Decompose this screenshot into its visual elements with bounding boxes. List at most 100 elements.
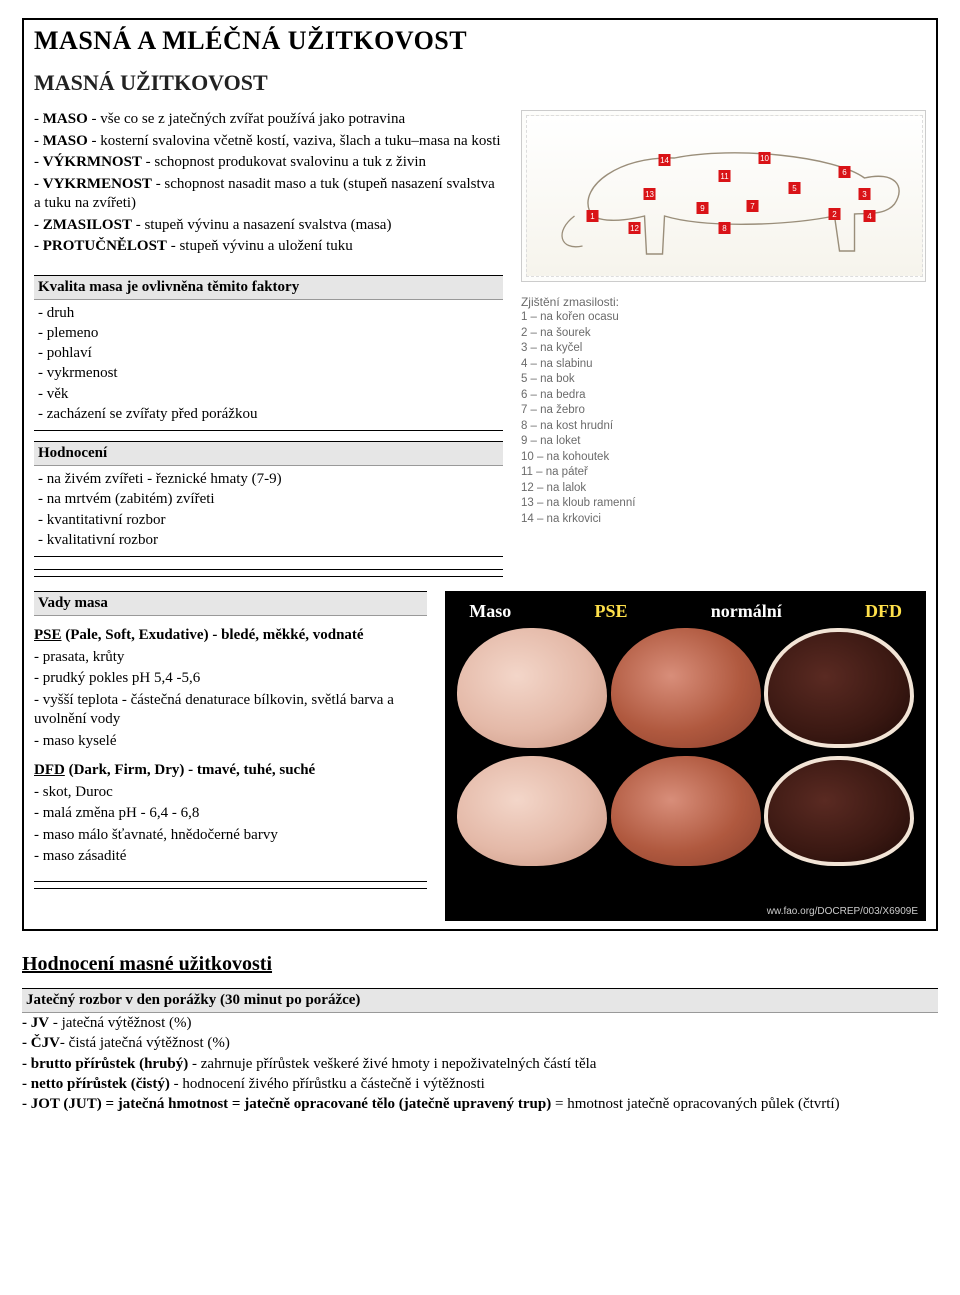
pse-line: - maso kyselé xyxy=(34,732,427,752)
meat-row-top xyxy=(445,628,926,748)
meat-row-bottom xyxy=(445,756,926,866)
rozbor-line: - brutto přírůstek (hrubý) - zahrnuje př… xyxy=(22,1054,938,1074)
meat-label-pse: PSE xyxy=(595,601,628,622)
kvalita-box: Kvalita masa je ovlivněna těmito faktory… xyxy=(34,275,503,432)
definition-line: - VYKRMENOST - schopnost nasadit maso a … xyxy=(34,175,503,214)
svg-text:2: 2 xyxy=(832,210,837,219)
cow-legend: Zjištění zmasilosti: 1 – na kořen ocasu2… xyxy=(521,294,926,527)
cow-legend-line: 14 – na krkovici xyxy=(521,512,926,528)
svg-text:3: 3 xyxy=(862,190,867,199)
pse-line: - prasata, krůty xyxy=(34,648,427,668)
page-subtitle: MASNÁ UŽITKOVOST xyxy=(34,70,926,96)
divider-double-2 xyxy=(34,881,427,889)
definition-line: - MASO - kosterní svalovina včetně kostí… xyxy=(34,132,503,152)
meat-figure-credit: ww.fao.org/DOCREP/003/X6909E xyxy=(767,906,918,917)
cow-svg: 1410611513397241281 xyxy=(527,116,922,276)
bottom-heading: Hodnocení masné užitkovosti xyxy=(22,953,938,976)
kvalita-item: - zacházení se zvířaty před porážkou xyxy=(38,404,499,424)
definitions-block: - MASO - vše co se z jatečných zvířat po… xyxy=(34,110,503,257)
top-left-col: - MASO - vše co se z jatečných zvířat po… xyxy=(34,110,503,577)
definition-line: - MASO - vše co se z jatečných zvířat po… xyxy=(34,110,503,130)
cow-legend-line: 12 – na lalok xyxy=(521,481,926,497)
meat-comparison-figure: Maso PSE normální DFD ww.fao.org/DOCREP/… xyxy=(445,591,926,921)
meat-label-normalni: normální xyxy=(711,601,782,622)
dfd-line: - maso málo šťavnaté, hnědočerné barvy xyxy=(34,826,427,846)
svg-text:8: 8 xyxy=(722,224,727,233)
svg-text:6: 6 xyxy=(842,168,847,177)
definition-line: - ZMASILOST - stupeň vývinu a nasazení s… xyxy=(34,216,503,236)
page-title: MASNÁ A MLÉČNÁ UŽITKOVOST xyxy=(34,26,926,56)
cow-legend-line: 7 – na žebro xyxy=(521,403,926,419)
kvalita-item: - druh xyxy=(38,303,499,323)
rozbor-body: - JV - jatečná výtěžnost (%)- ČJV- čistá… xyxy=(22,1013,938,1114)
hodnoceni-item: - kvalitativní rozbor xyxy=(38,530,499,550)
kvalita-item: - vykrmenost xyxy=(38,363,499,383)
cow-legend-line: 4 – na slabinu xyxy=(521,357,926,373)
rozbor-header: Jatečný rozbor v den porážky (30 minut p… xyxy=(22,988,938,1013)
cow-diagram-placeholder: 1410611513397241281 xyxy=(526,115,923,277)
meat-chunk-norm-bot xyxy=(611,756,761,866)
cow-legend-line: 8 – na kost hrudní xyxy=(521,419,926,435)
meat-chunk-norm-top xyxy=(611,628,761,748)
cow-legend-line: 13 – na kloub ramenní xyxy=(521,496,926,512)
divider-double-1 xyxy=(34,569,503,577)
hodnoceni-item: - na mrtvém (zabitém) zvířeti xyxy=(38,489,499,509)
cow-legend-line: 3 – na kyčel xyxy=(521,341,926,357)
meat-label-row: Maso PSE normální DFD xyxy=(445,591,926,622)
rozbor-line: - JOT (JUT) = jatečná hmotnost = jatečně… xyxy=(22,1094,938,1114)
definition-line: - VÝKRMNOST - schopnost produkovat svalo… xyxy=(34,153,503,173)
kvalita-item: - plemeno xyxy=(38,323,499,343)
definition-line: - PROTUČNĚLOST - stupeň vývinu a uložení… xyxy=(34,237,503,257)
cow-legend-line: 9 – na loket xyxy=(521,434,926,450)
cow-legend-line: 10 – na kohoutek xyxy=(521,450,926,466)
kvalita-header: Kvalita masa je ovlivněna těmito faktory xyxy=(34,275,503,300)
meat-label-dfd: DFD xyxy=(865,601,902,622)
hodnoceni-body: - na živém zvířeti - řeznické hmaty (7-9… xyxy=(34,466,503,557)
mid-two-column: Vady masa PSE (Pale, Soft, Exudative) - … xyxy=(34,591,926,921)
meat-chunk-pse-top xyxy=(457,628,607,748)
svg-text:14: 14 xyxy=(660,156,669,165)
cow-legend-line: 5 – na bok xyxy=(521,372,926,388)
rozbor-line: - netto přírůstek (čistý) - hodnocení ži… xyxy=(22,1074,938,1094)
dfd-heading: DFD (Dark, Firm, Dry) - tmavé, tuhé, suc… xyxy=(34,761,427,781)
rozbor-line: - JV - jatečná výtěžnost (%) xyxy=(22,1013,938,1033)
dfd-line: - skot, Duroc xyxy=(34,783,427,803)
svg-text:5: 5 xyxy=(792,184,797,193)
svg-text:11: 11 xyxy=(720,172,729,181)
pse-line: - prudký pokles pH 5,4 -5,6 xyxy=(34,669,427,689)
svg-text:1: 1 xyxy=(590,212,595,221)
vady-left-col: Vady masa PSE (Pale, Soft, Exudative) - … xyxy=(34,591,427,921)
meat-figure-col: Maso PSE normální DFD ww.fao.org/DOCREP/… xyxy=(445,591,926,921)
dfd-line: - malá změna pH - 6,4 - 6,8 xyxy=(34,804,427,824)
hodnoceni-item: - na živém zvířeti - řeznické hmaty (7-9… xyxy=(38,469,499,489)
pse-heading: PSE (Pale, Soft, Exudative) - bledé, měk… xyxy=(34,626,427,646)
cow-diagram-box: 1410611513397241281 xyxy=(521,110,926,282)
kvalita-item: - věk xyxy=(38,384,499,404)
bottom-section: Hodnocení masné užitkovosti Jatečný rozb… xyxy=(22,953,938,1114)
cow-legend-line: 1 – na kořen ocasu xyxy=(521,310,926,326)
main-bordered-section: MASNÁ A MLÉČNÁ UŽITKOVOST MASNÁ UŽITKOVO… xyxy=(22,18,938,931)
kvalita-body: - druh- plemeno- pohlaví- vykrmenost- vě… xyxy=(34,300,503,432)
vady-body: PSE (Pale, Soft, Exudative) - bledé, měk… xyxy=(34,626,427,867)
cow-legend-line: 11 – na páteř xyxy=(521,465,926,481)
top-two-column: - MASO - vše co se z jatečných zvířat po… xyxy=(34,110,926,577)
svg-text:13: 13 xyxy=(645,190,654,199)
svg-text:7: 7 xyxy=(750,202,755,211)
cow-legend-line: 6 – na bedra xyxy=(521,388,926,404)
kvalita-item: - pohlaví xyxy=(38,343,499,363)
cow-legend-line: 2 – na šourek xyxy=(521,326,926,342)
svg-text:4: 4 xyxy=(867,212,872,221)
hodnoceni-header: Hodnocení xyxy=(34,441,503,466)
vady-header: Vady masa xyxy=(34,591,427,616)
top-right-col: 1410611513397241281 Zjištění zmasilosti:… xyxy=(521,110,926,577)
svg-text:12: 12 xyxy=(630,224,639,233)
dfd-line: - maso zásadité xyxy=(34,847,427,867)
rozbor-line: - ČJV- čistá jatečná výtěžnost (%) xyxy=(22,1033,938,1053)
meat-chunk-pse-bot xyxy=(457,756,607,866)
hodnoceni-box: Hodnocení - na živém zvířeti - řeznické … xyxy=(34,441,503,557)
cow-legend-title: Zjištění zmasilosti: xyxy=(521,294,926,310)
pse-line: - vyšší teplota - částečná denaturace bí… xyxy=(34,691,427,730)
meat-chunk-dfd-top xyxy=(764,628,914,748)
svg-text:10: 10 xyxy=(760,154,769,163)
meat-chunk-dfd-bot xyxy=(764,756,914,866)
